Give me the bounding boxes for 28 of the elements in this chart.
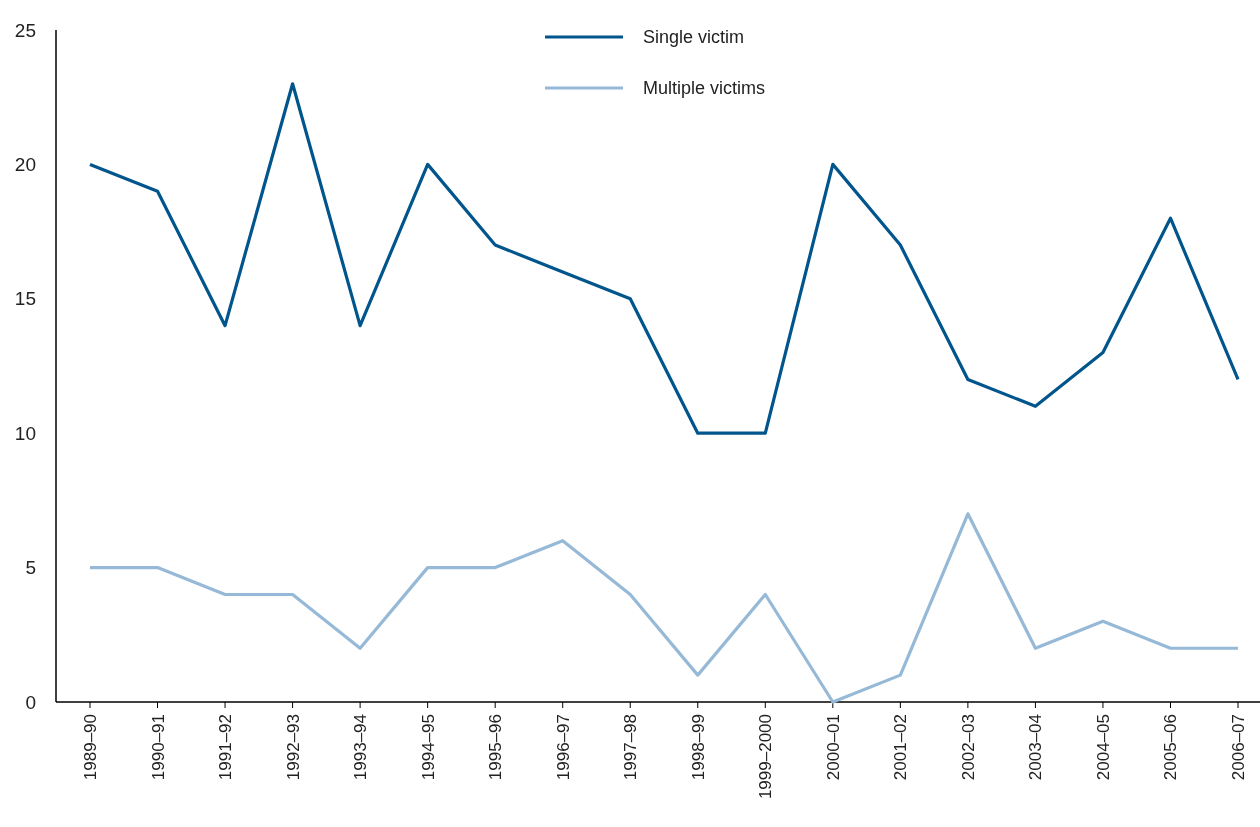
y-tick-label: 25: [14, 19, 36, 41]
y-tick-label: 5: [25, 557, 36, 579]
y-tick-label: 15: [14, 288, 36, 310]
line-series: [88, 82, 1240, 435]
x-tick-label: 1989–90: [81, 714, 100, 781]
x-tick-label: 2002–03: [958, 714, 978, 781]
x-tick-label: 1990–91: [148, 714, 168, 781]
y-tick-label: 20: [14, 154, 36, 176]
x-tick-label: 1994–95: [418, 714, 438, 781]
x-tick-label: 2000–01: [823, 714, 843, 781]
x-tick-label: 2001–02: [891, 714, 911, 781]
x-tick-label: 1991–92: [216, 714, 236, 781]
x-tick-label: 1995–96: [486, 714, 506, 781]
x-tick-label: 2004–05: [1093, 714, 1113, 781]
line-series: [88, 512, 1240, 704]
legend-label: Multiple victims: [643, 78, 766, 99]
x-tick-label: 1993–94: [351, 714, 371, 781]
x-tick-label: 1998–99: [688, 714, 708, 781]
x-tick-label: 2005–06: [1161, 714, 1181, 781]
x-tick-label: 1992–93: [283, 714, 303, 781]
x-tick-label: 1996–97: [553, 714, 573, 781]
x-tick-label: 1997–98: [621, 714, 641, 781]
y-tick-label: 10: [14, 422, 36, 444]
x-tick-label: 2006–07: [1229, 714, 1248, 781]
y-tick-label: 0: [25, 691, 36, 713]
x-tick-label: 1999–2000: [756, 714, 776, 800]
legend-label: Single victim: [643, 27, 745, 48]
x-tick-label: 2003–04: [1026, 714, 1046, 781]
